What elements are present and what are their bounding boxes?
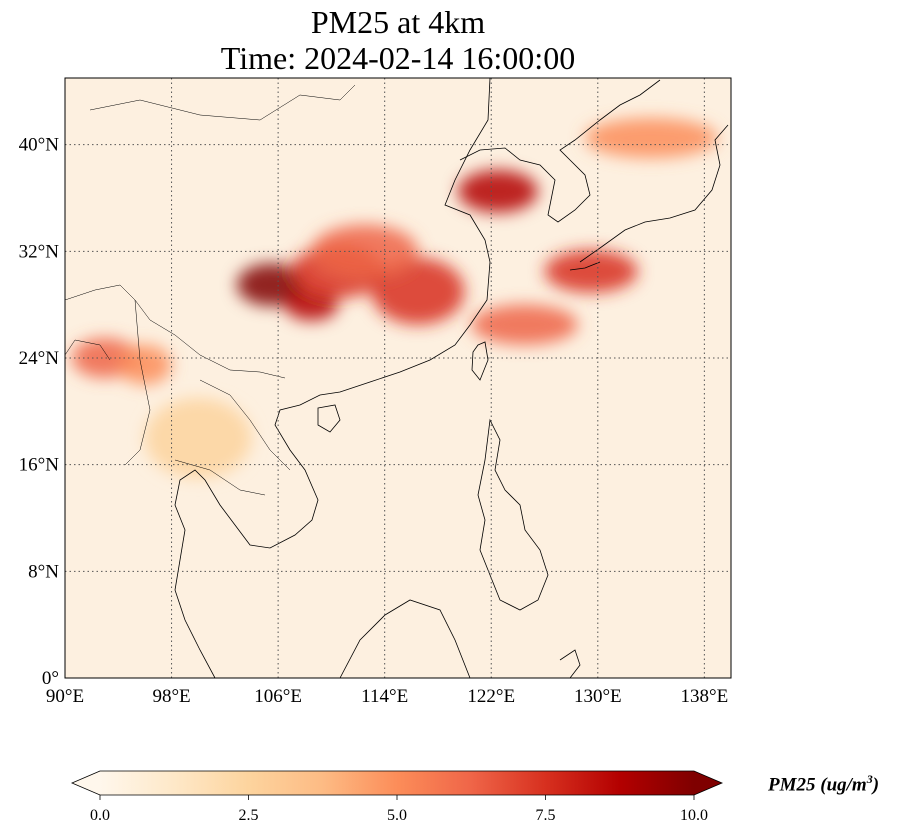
lon-tick-label: 98°E: [152, 686, 190, 707]
border-bangladesh: [65, 339, 111, 361]
longitude-labels: 90°E 98°E 106°E 114°E 122°E 130°E 138°E: [46, 686, 728, 707]
map-frame: [64, 77, 732, 679]
lat-tick-label: 0°: [42, 668, 59, 689]
title-line-time: Time: 2024-02-14 16:00:00: [220, 40, 576, 76]
lat-tick-label: 40°N: [19, 135, 60, 156]
pm25-plume-7: [544, 250, 638, 293]
lon-tick-label: 138°E: [681, 686, 729, 707]
colorbar-tick-label: 7.5: [536, 807, 556, 824]
colorbar-tick-label: 5.0: [387, 807, 407, 824]
pm25-concentration-layer: [71, 118, 718, 478]
lat-tick-label: 8°N: [28, 561, 59, 582]
taiwan-coastline: [471, 341, 489, 381]
pm25-plume-12: [144, 398, 252, 478]
colorbar-tick-label: 10.0: [680, 807, 708, 824]
title-line-field: PM25 at 4km: [310, 4, 486, 40]
lon-tick-label: 114°E: [361, 686, 408, 707]
colorbar-label: PM25 (ug/m3): [768, 772, 880, 796]
borneo-coastline: [339, 599, 471, 678]
border-myanmar: [124, 299, 151, 466]
colorbar-ticks: 0.0 2.5 5.0 7.5 10.0: [90, 795, 708, 824]
pm25-plume-8: [471, 304, 578, 345]
map-area[interactable]: [65, 78, 731, 678]
mainland-coastline: [174, 78, 491, 678]
korea-coastline: [459, 79, 661, 223]
lat-tick-label: 32°N: [19, 241, 60, 262]
border-china-south: [65, 284, 286, 379]
kyushu-coastline: [569, 261, 601, 271]
lon-tick-label: 122°E: [467, 686, 515, 707]
colorbar-tick-label: 2.5: [239, 807, 259, 824]
pm25-plume-1: [236, 263, 307, 306]
pm25-plume-6: [457, 170, 538, 213]
lon-tick-label: 106°E: [254, 686, 302, 707]
pm25-plume-11: [584, 118, 718, 158]
colorbar-under-arrow: [72, 771, 100, 795]
pm25-plume-10: [118, 344, 172, 385]
lat-tick-label: 24°N: [19, 348, 60, 369]
pm25-plume-5: [311, 224, 418, 278]
colorbar-over-arrow: [694, 771, 722, 795]
colorbar-gradient: [100, 771, 694, 795]
japan-coastline: [579, 124, 729, 263]
border-laos: [199, 379, 291, 471]
map-title: PM25 at 4km Time: 2024-02-14 16:00:00: [65, 4, 731, 76]
hainan-coastline: [317, 404, 341, 433]
map-background: [65, 78, 731, 678]
lon-tick-label: 90°E: [46, 686, 84, 707]
pm25-plume-4: [371, 258, 465, 325]
lat-tick-label: 16°N: [19, 455, 60, 476]
coastlines: [65, 78, 729, 678]
colorbar-tick-label: 0.0: [90, 807, 110, 824]
sulawesi-coastline: [559, 649, 581, 678]
latitude-labels: 0° 8°N 16°N 24°N 32°N 40°N: [19, 135, 60, 689]
gridlines: [65, 78, 731, 678]
philippines-coastline: [477, 418, 549, 611]
colorbar: 0.0 2.5 5.0 7.5 10.0: [70, 770, 724, 824]
lon-tick-label: 130°E: [574, 686, 622, 707]
border-mongolia: [89, 84, 356, 121]
